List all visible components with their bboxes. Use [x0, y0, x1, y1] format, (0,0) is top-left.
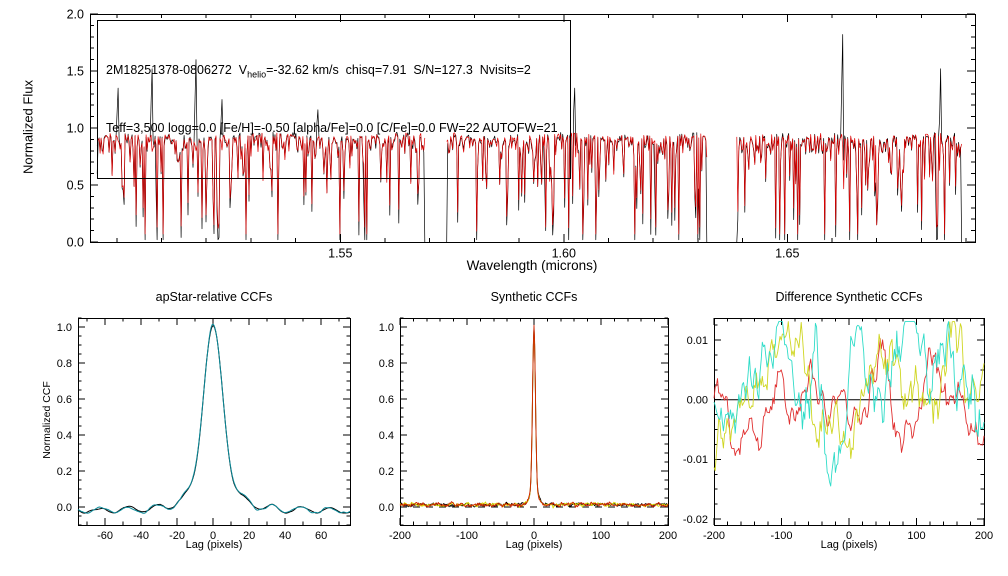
ccf-apstar-series-0 — [77, 325, 351, 514]
x-tick-label: 1.55 — [328, 247, 352, 261]
x-tick-label: -100 — [456, 530, 478, 542]
y-tick-label: 0.4 — [379, 430, 394, 442]
ccf-synthetic-panel: -200 -100 0 100 200 0.0 0.2 0.4 0.6 0.8 1.0 — [379, 317, 677, 542]
y-tick-label: -0.02 — [683, 514, 708, 526]
x-tick-label: -200 — [703, 530, 725, 542]
annotation-box: 2M18251378-0806272 Vhelio=-32.62 km/s ch… — [97, 20, 571, 180]
y-tick-label: 1.5 — [67, 64, 84, 78]
y-tick-label: 0.0 — [57, 502, 72, 514]
x-tick-label: 1.65 — [775, 247, 799, 261]
x-tick-label: 60 — [315, 530, 327, 542]
ccf-difference-title: Difference Synthetic CCFs — [775, 290, 923, 304]
y-tick-label: 0.0 — [379, 502, 394, 514]
axes-frame — [714, 318, 985, 526]
spectrum-observed-trace — [96, 59, 426, 243]
ccf-synthetic-series-0 — [399, 327, 669, 508]
spectrum-model-trace — [736, 133, 962, 235]
y-tick-label: 1.0 — [67, 121, 84, 135]
ccf-apstar-y-axis-label: Normalized CCF — [41, 381, 53, 459]
vhelio-subscript: helio — [247, 69, 267, 79]
y-tick-label: 0.01 — [687, 335, 708, 347]
x-tick-label: -60 — [97, 530, 113, 542]
ccf-difference-series-0 — [713, 338, 985, 457]
x-tick-label: -100 — [770, 530, 792, 542]
ccf-synthetic-series-1 — [399, 328, 669, 509]
annotation-line1: 2M18251378-0806272 Vhelio=-32.62 km/s ch… — [106, 61, 558, 82]
y-tick-label: 0.0 — [67, 235, 84, 249]
x-tick-label: 0 — [210, 530, 216, 542]
x-tick-label: -200 — [389, 530, 411, 542]
x-tick-label: 0 — [846, 530, 852, 542]
x-tick-label: 200 — [659, 530, 677, 542]
y-tick-label: 0.6 — [57, 394, 72, 406]
x-tick-label: 20 — [243, 530, 255, 542]
ccf-difference-x-axis-label: Lag (pixels) — [820, 539, 878, 551]
y-tick-label: 1.0 — [57, 322, 72, 334]
y-tick-label: 0.2 — [379, 466, 394, 478]
annotation-object-id-and-vhelio: 2M18251378-0806272 V — [106, 62, 248, 77]
y-tick-label: 0.6 — [379, 394, 394, 406]
ccf-synthetic-series-2 — [399, 324, 669, 508]
y-tick-label: -0.01 — [683, 454, 708, 466]
y-tick-label: 0.4 — [57, 430, 72, 442]
x-tick-label: 100 — [592, 530, 610, 542]
x-tick-label: -40 — [133, 530, 149, 542]
spectrum-model-trace — [446, 132, 708, 235]
ccf-apstar-series-1 — [77, 323, 351, 514]
y-tick-label: 1.0 — [379, 322, 394, 334]
y-tick-label: 2.0 — [67, 7, 84, 21]
y-tick-label: 0.8 — [57, 358, 72, 370]
spectrum-model-trace — [96, 132, 426, 235]
annotation-line1-values: =-32.62 km/s chisq=7.91 S/N=127.3 Nvisit… — [266, 62, 531, 77]
ccf-difference-series-2 — [713, 321, 985, 487]
annotation-line2: Teff=3,500 logg=0.0 [Fe/H]=-0.50 [alpha/… — [106, 121, 558, 135]
spectrum-panel: 1.55 1.60 1.65 0.0 0.5 1.0 1.5 2.0 — [67, 7, 976, 261]
y-tick-label: 0.2 — [57, 466, 72, 478]
ccf-apstar-panel: -60 -40 -20 0 20 40 60 0.0 0.2 0.4 0.6 0.8 1.0 — [57, 317, 351, 542]
x-tick-label: 1.60 — [552, 247, 576, 261]
ccf-synthetic-x-axis-label: Lag (pixels) — [505, 539, 563, 551]
x-tick-label: 0 — [531, 530, 537, 542]
ccf-apstar-x-axis-label: Lag (pixels) — [185, 539, 243, 551]
ccf-difference-series-1 — [713, 321, 985, 472]
y-tick-label: 0.00 — [687, 395, 708, 407]
ccf-synthetic-title: Synthetic CCFs — [490, 290, 578, 304]
axes-frame — [78, 318, 351, 526]
x-tick-label: 200 — [975, 530, 993, 542]
ccf-apstar-title: apStar-relative CCFs — [155, 290, 273, 304]
ccf-difference-panel: -200 -100 0 100 200 -0.02 -0.01 0.00 0.01 — [683, 318, 993, 542]
spectrum-y-axis-label: Normalized Flux — [20, 80, 36, 174]
x-tick-label: 40 — [279, 530, 291, 542]
x-tick-label: -20 — [169, 530, 185, 542]
spectrum-x-axis-label: Wavelength (microns) — [466, 258, 598, 273]
y-tick-label: 0.5 — [67, 178, 84, 192]
y-tick-label: 0.8 — [379, 358, 394, 370]
x-tick-label: 100 — [907, 530, 925, 542]
